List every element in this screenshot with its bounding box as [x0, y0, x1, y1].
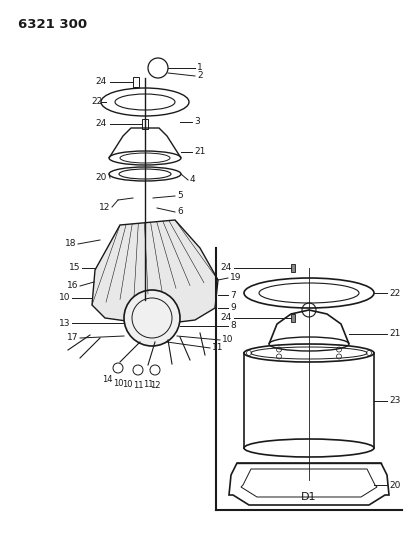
Text: 3: 3	[194, 117, 200, 126]
Text: 10: 10	[122, 380, 132, 389]
Text: 11: 11	[133, 381, 143, 390]
Text: 24: 24	[221, 263, 232, 272]
Text: 5: 5	[177, 191, 183, 200]
Bar	[142, 119, 148, 129]
Text: 22: 22	[92, 98, 103, 107]
Text: 13: 13	[58, 319, 70, 327]
Text: D1: D1	[301, 492, 317, 502]
Text: 21: 21	[194, 148, 205, 157]
Text: 10: 10	[113, 379, 123, 388]
Text: 6321 300: 6321 300	[18, 18, 87, 31]
Bar	[133, 77, 139, 87]
Polygon shape	[92, 220, 218, 325]
Text: 12: 12	[99, 204, 110, 213]
Text: 15: 15	[69, 263, 80, 272]
Text: 7: 7	[230, 290, 236, 300]
Text: 17: 17	[67, 334, 78, 343]
Bar	[291, 264, 295, 272]
Text: 24: 24	[96, 119, 107, 128]
Text: 19: 19	[230, 273, 242, 282]
Text: 10: 10	[58, 294, 70, 303]
Text: 21: 21	[389, 329, 400, 338]
Text: 20: 20	[389, 481, 400, 489]
Text: 9: 9	[230, 303, 236, 312]
Text: 12: 12	[150, 381, 160, 390]
Bar	[291, 314, 295, 322]
Text: 8: 8	[230, 321, 236, 330]
Text: 16: 16	[67, 281, 78, 290]
Text: 11: 11	[212, 343, 224, 352]
Text: 1: 1	[197, 63, 203, 72]
Text: 6: 6	[177, 207, 183, 216]
Text: 14: 14	[102, 375, 112, 384]
Text: 20: 20	[95, 174, 107, 182]
Text: 10: 10	[222, 335, 233, 344]
Text: 2: 2	[197, 71, 203, 80]
Text: 11: 11	[143, 380, 153, 389]
Text: 18: 18	[64, 239, 76, 248]
Text: 23: 23	[389, 396, 400, 405]
Text: 4: 4	[190, 175, 195, 184]
Text: 22: 22	[389, 288, 400, 297]
Text: 24: 24	[221, 313, 232, 322]
Text: 24: 24	[96, 77, 107, 86]
Circle shape	[124, 290, 180, 346]
